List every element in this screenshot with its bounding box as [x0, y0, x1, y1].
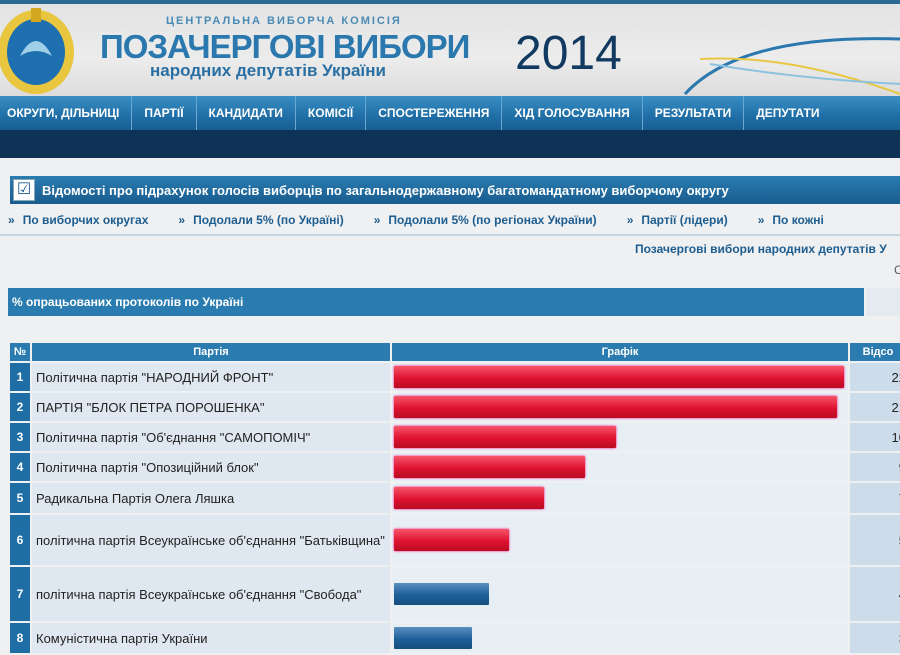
chart-cell: [392, 623, 848, 653]
result-bar: [394, 456, 585, 478]
col-party: Партія: [32, 343, 390, 361]
party-name[interactable]: політична партія Всеукраїнське об'єднанн…: [32, 515, 390, 565]
site-title: ПОЗАЧЕРГОВІ ВИБОРИ: [100, 28, 470, 65]
nav-candidates[interactable]: КАНДИДАТИ: [197, 96, 296, 130]
table-row: 4 Політична партія "Опозиційний блок" 9: [10, 453, 900, 481]
col-chart: Графік: [392, 343, 848, 361]
result-bar: [394, 396, 837, 418]
row-number: 8: [10, 623, 30, 653]
commission-name: ЦЕНТРАЛЬНА ВИБОРЧА КОМІСІЯ: [166, 15, 402, 27]
result-bar: [394, 366, 844, 388]
percent-value: 21: [850, 393, 900, 421]
chart-cell: [392, 483, 848, 513]
table-row: 2 ПАРТІЯ "БЛОК ПЕТРА ПОРОШЕНКА" 21: [10, 393, 900, 421]
col-number: №: [10, 343, 30, 361]
link-passed-5-regions[interactable]: » Подолали 5% (по регіонах України): [373, 213, 597, 227]
chart-cell: [392, 453, 848, 481]
result-bar: [394, 487, 544, 509]
nav-parties[interactable]: ПАРТІЇ: [132, 96, 197, 130]
row-number: 1: [10, 363, 30, 391]
sub-nav-bar: [0, 130, 900, 158]
decorative-swoosh: [683, 37, 900, 96]
site-subtitle: народних депутатів України: [150, 61, 386, 80]
nav-deputies[interactable]: ДЕПУТАТИ: [756, 106, 820, 120]
result-bar: [394, 529, 509, 551]
percent-value: 22: [850, 363, 900, 391]
link-by-districts[interactable]: » По виборчих округах: [8, 213, 149, 227]
election-year: 2014: [515, 27, 622, 80]
processed-protocols-bar: % опрацьованих протоколів по Україні: [8, 288, 864, 316]
party-name[interactable]: ПАРТІЯ "БЛОК ПЕТРА ПОРОШЕНКА": [32, 393, 390, 421]
table-row: 1 Політична партія "НАРОДНИЙ ФРОНТ" 22: [10, 363, 900, 391]
percent-value: 4: [850, 567, 900, 621]
party-name[interactable]: політична партія Всеукраїнське об'єднанн…: [32, 567, 390, 621]
chart-cell: [392, 363, 848, 391]
nav-commissions[interactable]: КОМІСІЇ: [296, 96, 367, 130]
chart-cell: [392, 423, 848, 451]
table-row: 7 політична партія Всеукраїнське об'єдна…: [10, 567, 900, 621]
chart-cell: [392, 515, 848, 565]
checkbox-icon: ☑: [13, 179, 35, 201]
result-bar: [394, 583, 489, 605]
subtitle-fragment: С: [894, 263, 900, 277]
row-number: 3: [10, 423, 30, 451]
main-nav: ОКРУГИ, ДІЛЬНИЦІ ПАРТІЇ КАНДИДАТИ КОМІСІ…: [0, 96, 900, 130]
row-number: 4: [10, 453, 30, 481]
nav-voting-progress[interactable]: ХІД ГОЛОСУВАННЯ: [502, 96, 643, 130]
percent-value: 5: [850, 515, 900, 565]
percent-value: 3: [850, 623, 900, 653]
table-row: 6 політична партія Всеукраїнське об'єдна…: [10, 515, 900, 565]
table-row: 3 Політична партія "Об'єднання "САМОПОМІ…: [10, 423, 900, 451]
party-name[interactable]: Комуністична партія України: [32, 623, 390, 653]
percent-value: 10: [850, 423, 900, 451]
processed-protocols-value: [866, 288, 900, 316]
percent-value: 7: [850, 483, 900, 513]
party-name[interactable]: Політична партія "НАРОДНИЙ ФРОНТ": [32, 363, 390, 391]
percent-value: 9: [850, 453, 900, 481]
cvk-emblem-logo[interactable]: [0, 6, 86, 94]
table-row: 5 Радикальна Партія Олега Ляшка 7: [10, 483, 900, 513]
row-number: 7: [10, 567, 30, 621]
chart-cell: [392, 393, 848, 421]
section-header: ☑ Відомості про підрахунок голосів вибор…: [10, 176, 900, 204]
site-header: ЦЕНТРАЛЬНА ВИБОРЧА КОМІСІЯ ПОЗАЧЕРГОВІ В…: [0, 0, 900, 96]
row-number: 5: [10, 483, 30, 513]
party-name[interactable]: Політична партія "Опозиційний блок": [32, 453, 390, 481]
party-name[interactable]: Політична партія "Об'єднання "САМОПОМІЧ": [32, 423, 390, 451]
table-row: 8 Комуністична партія України 3: [10, 623, 900, 653]
result-bar: [394, 627, 472, 649]
nav-districts[interactable]: ОКРУГИ, ДІЛЬНИЦІ: [0, 96, 133, 130]
section-title: Відомості про підрахунок голосів виборці…: [42, 182, 729, 198]
col-percent: Відсо: [850, 343, 900, 361]
nav-observation[interactable]: СПОСТЕРЕЖЕННЯ: [366, 96, 503, 130]
row-number: 6: [10, 515, 30, 565]
election-subtitle: Позачергові вибори народних депутатів У: [635, 242, 887, 256]
nav-results[interactable]: РЕЗУЛЬТАТИ: [643, 96, 745, 130]
link-each[interactable]: » По кожні: [757, 213, 824, 227]
result-bar: [394, 426, 616, 448]
report-links: » По виборчих округах » Подолали 5% (по Ук…: [0, 206, 900, 236]
link-passed-5-ukraine[interactable]: » Подолали 5% (по Україні): [178, 213, 344, 227]
row-number: 2: [10, 393, 30, 421]
link-party-leaders[interactable]: » Партії (лідери): [626, 213, 728, 227]
results-table: № Партія Графік Відсо 1 Політична партія…: [8, 341, 900, 655]
party-name[interactable]: Радикальна Партія Олега Ляшка: [32, 483, 390, 513]
chart-cell: [392, 567, 848, 621]
